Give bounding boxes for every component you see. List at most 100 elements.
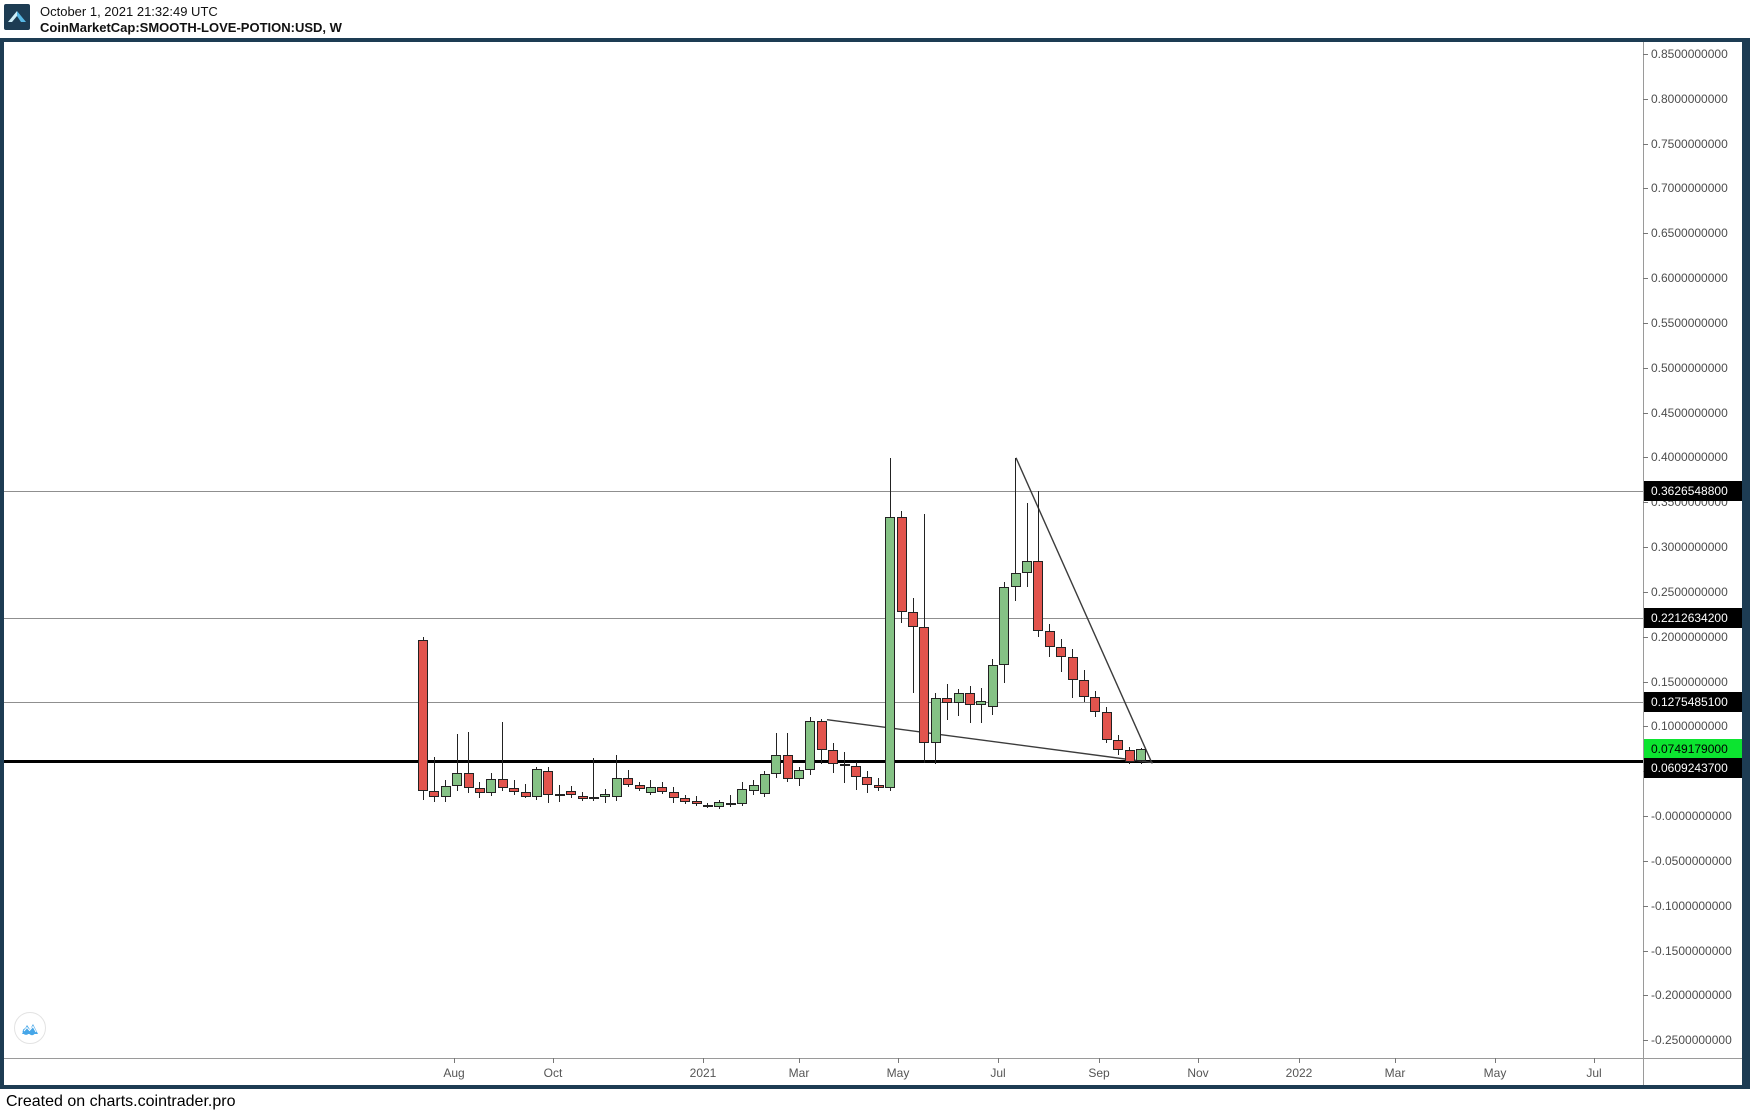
- candle: [531, 769, 542, 798]
- price-tick-mark: [1643, 591, 1648, 593]
- time-tick-mark: [1594, 1058, 1595, 1063]
- horizontal-line-drawing[interactable]: [4, 617, 1643, 619]
- candle: [509, 788, 520, 792]
- price-tick-label: -0.2000000000: [1651, 988, 1732, 1003]
- candle: [794, 770, 805, 780]
- candle-wick: [730, 794, 732, 808]
- candle: [554, 793, 565, 796]
- candle: [839, 764, 850, 767]
- candle: [474, 788, 485, 793]
- chart-timestamp: October 1, 2021 21:32:49 UTC: [40, 4, 218, 19]
- price-tick-label: 0.7500000000: [1651, 136, 1728, 151]
- support-line-drawing[interactable]: [4, 759, 1643, 763]
- price-tick-label: 0.1000000000: [1651, 719, 1728, 734]
- frame-border-right: [1742, 38, 1750, 1089]
- candle: [418, 640, 428, 791]
- time-tick-mark: [1495, 1058, 1496, 1063]
- price-tick-mark: [1643, 412, 1648, 414]
- candle: [702, 805, 713, 808]
- time-tick-label: Mar: [788, 1066, 810, 1080]
- price-tick-label: 0.2000000000: [1651, 629, 1728, 644]
- price-tick-label: -0.0000000000: [1651, 809, 1732, 824]
- candle: [976, 701, 987, 705]
- candle-wick: [980, 687, 982, 723]
- time-tick-mark: [1299, 1058, 1300, 1063]
- plot-area[interactable]: [4, 42, 1742, 1085]
- candle: [691, 800, 702, 805]
- candle-wick: [433, 756, 435, 802]
- price-tick-mark: [1643, 860, 1648, 862]
- candle: [737, 789, 748, 805]
- price-tick-label: 0.2500000000: [1651, 584, 1728, 599]
- candle: [543, 771, 554, 796]
- candle: [885, 516, 896, 789]
- horizontal-line-drawing[interactable]: [4, 490, 1643, 492]
- candle-wick: [1015, 457, 1017, 601]
- candle: [657, 786, 668, 792]
- support-price-label: 0.0609243700: [1644, 757, 1742, 778]
- candle: [965, 693, 976, 705]
- candle: [759, 773, 770, 794]
- time-tick-label: Mar: [1384, 1066, 1406, 1080]
- price-tick-label: -0.1000000000: [1651, 898, 1732, 913]
- time-axis-line: [4, 1058, 1742, 1059]
- price-tick-label: -0.1500000000: [1651, 943, 1732, 958]
- candle: [999, 586, 1010, 665]
- candle: [668, 791, 679, 799]
- candle: [919, 626, 930, 744]
- candle: [600, 793, 611, 798]
- time-tick-label: May: [886, 1066, 910, 1080]
- trendline-overlay: [826, 457, 1154, 764]
- price-tick-mark: [1643, 278, 1648, 280]
- candle: [634, 784, 645, 790]
- price-tick-mark: [1643, 233, 1648, 235]
- candle: [1022, 561, 1033, 574]
- chart-symbol-title: CoinMarketCap:SMOOTH-LOVE-POTION:USD, W: [40, 20, 342, 35]
- price-tick-mark: [1643, 816, 1648, 818]
- price-tick-label: 0.6500000000: [1651, 226, 1728, 241]
- time-tick-label: Aug: [443, 1066, 465, 1080]
- candle-wick: [593, 757, 595, 801]
- price-tick-mark: [1643, 547, 1648, 549]
- price-tick-mark: [1643, 54, 1648, 55]
- price-tick-mark: [1643, 681, 1648, 683]
- candle: [908, 611, 919, 627]
- candle-wick: [468, 731, 470, 793]
- frame-border-top: [0, 38, 1750, 42]
- time-tick-label: Jul: [990, 1066, 1006, 1080]
- candle-wick: [912, 598, 914, 694]
- price-tick-mark: [1643, 950, 1648, 952]
- price-tick-mark: [1643, 995, 1648, 997]
- time-tick-mark: [1198, 1058, 1199, 1063]
- footer-credit: Created on charts.cointrader.pro: [6, 1093, 236, 1110]
- candle: [588, 797, 599, 800]
- candle: [1033, 561, 1044, 631]
- candle: [645, 786, 656, 793]
- candle: [1079, 679, 1090, 697]
- candle: [862, 776, 873, 785]
- candle: [1124, 750, 1135, 763]
- candle: [828, 749, 839, 765]
- time-tick-mark: [898, 1058, 899, 1063]
- candle: [942, 697, 953, 704]
- candle-wick: [582, 791, 584, 801]
- price-axis-line: [1643, 42, 1644, 1085]
- price-tick-mark: [1643, 1040, 1648, 1042]
- candle: [782, 755, 793, 780]
- candle: [486, 779, 497, 793]
- candle-wick: [513, 780, 515, 795]
- price-tick-label: 0.6000000000: [1651, 271, 1728, 286]
- time-tick-mark: [799, 1058, 800, 1063]
- current-price-label: 0.0749179000: [1644, 738, 1742, 759]
- price-tick-label: 0.5500000000: [1651, 315, 1728, 330]
- horizontal-line-drawing[interactable]: [4, 701, 1643, 703]
- time-tick-mark: [454, 1058, 455, 1063]
- time-tick-mark: [553, 1058, 554, 1063]
- candle: [440, 785, 451, 798]
- price-tick-mark: [1643, 143, 1648, 145]
- price-tick-mark: [1643, 457, 1648, 459]
- price-tick-label: 0.4000000000: [1651, 450, 1728, 465]
- candle-wick: [456, 733, 458, 791]
- price-tick-label: 0.8000000000: [1651, 91, 1728, 106]
